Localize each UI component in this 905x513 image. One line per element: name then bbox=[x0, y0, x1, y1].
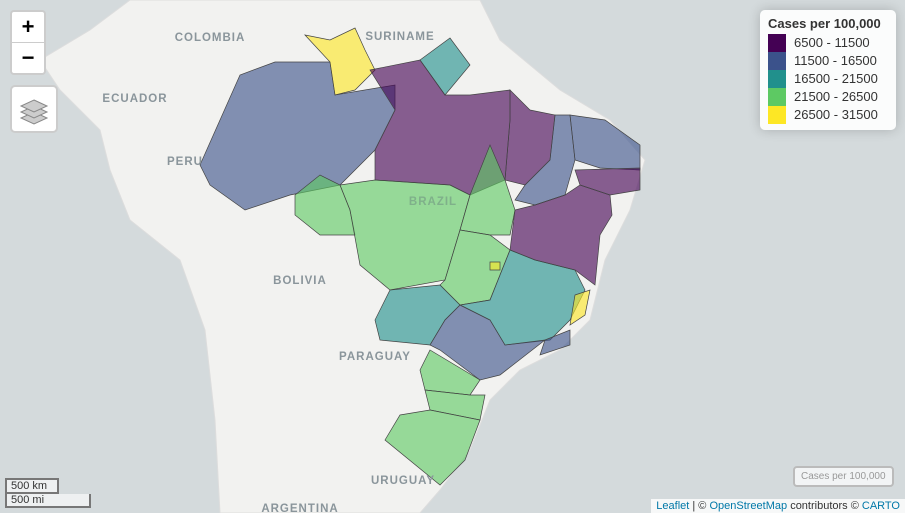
country-label: BOLIVIA bbox=[273, 275, 327, 287]
country-label: BRAZIL bbox=[409, 196, 457, 208]
layers-icon bbox=[19, 99, 49, 125]
attribution: Leaflet | © OpenStreetMap contributors ©… bbox=[651, 499, 905, 513]
legend-label: 26500 - 31500 bbox=[794, 107, 878, 122]
legend-label: 21500 - 26500 bbox=[794, 89, 878, 104]
country-label: ECUADOR bbox=[102, 93, 167, 105]
legend: Cases per 100,000 6500 - 11500 11500 - 16… bbox=[760, 10, 896, 130]
legend-row: 26500 - 31500 bbox=[768, 106, 888, 124]
country-label: URUGUAY bbox=[371, 475, 435, 487]
scale-metric: 500 km bbox=[5, 478, 59, 494]
legend-swatch bbox=[768, 88, 786, 106]
text: | © bbox=[692, 500, 707, 512]
state[interactable] bbox=[384, 409, 481, 486]
state[interactable] bbox=[424, 389, 486, 421]
legend-row: 11500 - 16500 bbox=[768, 52, 888, 70]
legend-label: 6500 - 11500 bbox=[794, 35, 870, 50]
legend-swatch bbox=[768, 34, 786, 52]
link[interactable]: CARTO bbox=[861, 500, 900, 512]
state[interactable] bbox=[539, 329, 571, 356]
zoom-out[interactable]: − bbox=[12, 42, 44, 73]
country-label: PERU bbox=[167, 156, 203, 168]
state[interactable] bbox=[569, 289, 591, 326]
legend-row: 6500 - 11500 bbox=[768, 34, 888, 52]
link[interactable]: OpenStreetMap bbox=[709, 500, 788, 512]
text: contributors © bbox=[790, 500, 859, 512]
link[interactable]: Leaflet bbox=[656, 500, 690, 512]
zoom-control: + − bbox=[10, 10, 46, 75]
state[interactable] bbox=[569, 114, 641, 171]
layers-control[interactable] bbox=[10, 85, 58, 133]
legend-swatch bbox=[768, 106, 786, 124]
state[interactable] bbox=[429, 304, 547, 381]
legend-row: 16500 - 21500 bbox=[768, 70, 888, 88]
legend-label: 16500 - 21500 bbox=[794, 71, 878, 86]
legend-label: 11500 - 16500 bbox=[794, 53, 877, 68]
state[interactable] bbox=[489, 261, 501, 271]
legend-row: 21500 - 26500 bbox=[768, 88, 888, 106]
legend-swatch bbox=[768, 52, 786, 70]
legend-title: Cases per 100,000 bbox=[768, 16, 881, 31]
legend-swatch bbox=[768, 70, 786, 88]
scale-imperial: 500 mi bbox=[5, 494, 91, 508]
country-label: ARGENTINA bbox=[261, 503, 338, 513]
country-label: SURINAME bbox=[365, 31, 434, 43]
country-label: PARAGUAY bbox=[339, 351, 411, 363]
zoom-in[interactable]: + bbox=[21, 14, 35, 39]
layer-button[interactable]: Cases per 100,000 bbox=[793, 466, 894, 487]
country-label: COLOMBIA bbox=[175, 32, 246, 44]
state[interactable] bbox=[574, 167, 641, 196]
state[interactable] bbox=[458, 249, 586, 346]
